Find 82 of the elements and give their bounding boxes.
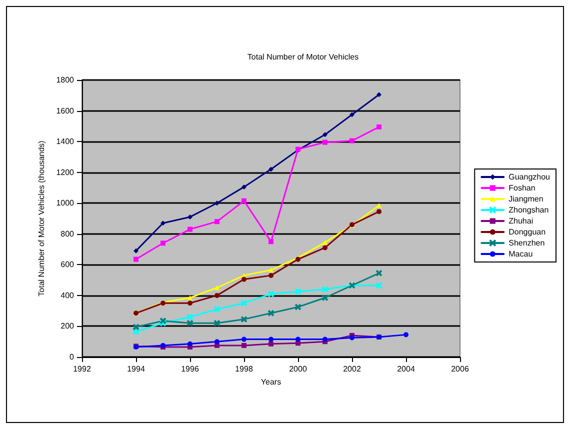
point [186, 320, 194, 327]
point [188, 214, 192, 220]
point [242, 336, 246, 342]
point [268, 336, 274, 342]
x-tick-label: 2006 [451, 364, 470, 374]
point [214, 339, 220, 344]
point [214, 292, 220, 298]
point [186, 313, 194, 320]
point [214, 306, 220, 313]
point [160, 240, 166, 246]
point [322, 294, 328, 302]
legend-label: Jiangmen [508, 194, 544, 204]
point [296, 336, 300, 342]
legend-label: Guangzhou [508, 172, 550, 182]
y-tick-label: 1600 [56, 106, 75, 116]
point [160, 220, 166, 226]
point [134, 248, 138, 254]
x-tick-label: 2000 [289, 364, 308, 374]
point [240, 300, 248, 307]
point [268, 268, 274, 273]
y-tick-label: 200 [60, 322, 75, 331]
point [268, 272, 274, 278]
y-tick-label: 1200 [56, 168, 75, 177]
point [214, 200, 220, 206]
point [404, 332, 408, 338]
legend-label: Zhongshan [508, 206, 549, 214]
y-tick-label: 600 [60, 260, 75, 270]
y-tick-label: 400 [60, 290, 75, 300]
point [294, 288, 302, 296]
legend-label: Shenzhen [508, 238, 545, 248]
point [322, 336, 328, 342]
y-tick-label: 800 [60, 229, 75, 238]
point [350, 138, 354, 144]
point [268, 166, 274, 172]
x-axis-title: Years [260, 377, 282, 386]
point [188, 295, 192, 300]
y-tick-label: 1400 [56, 137, 75, 146]
point [214, 285, 220, 290]
point [240, 316, 248, 323]
point [376, 202, 382, 208]
point [268, 310, 274, 317]
point [242, 276, 246, 282]
point [376, 92, 382, 98]
y-tick-label: 1000 [56, 198, 75, 208]
legend-label: Zhuhai [508, 216, 534, 226]
point [268, 290, 274, 298]
point [322, 245, 328, 250]
point [160, 320, 166, 327]
point [294, 303, 302, 310]
point [268, 239, 274, 244]
chart-title: Total Number of Motor Vehicles [247, 52, 359, 62]
x-tick-label: 1998 [235, 364, 254, 374]
x-tick-label: 1994 [127, 364, 146, 374]
point [350, 112, 354, 118]
point [376, 209, 382, 214]
point [376, 124, 382, 130]
y-axis-title: Total Number of Motor Vehicles (thousands) [36, 140, 46, 296]
legend-label: Dongguan [508, 228, 546, 236]
legend-label: Foshan [508, 184, 536, 192]
x-tick-label: 2002 [343, 364, 362, 374]
point [268, 341, 274, 346]
point [242, 342, 246, 348]
point [188, 226, 192, 232]
point [188, 300, 192, 306]
point [242, 184, 246, 190]
point [350, 335, 354, 340]
y-tick-label: 0 [70, 352, 75, 362]
point [322, 140, 328, 145]
point [322, 240, 328, 245]
point [214, 219, 220, 224]
point [134, 256, 138, 262]
point [322, 132, 328, 138]
point [322, 286, 328, 293]
point [188, 341, 192, 346]
point [160, 317, 166, 324]
y-tick-label: 1800 [56, 76, 75, 84]
x-tick-label: 1992 [73, 364, 92, 374]
legend-label: Macau [508, 250, 533, 258]
point [214, 320, 220, 327]
x-tick-label: 2004 [397, 364, 416, 374]
x-tick-label: 1996 [181, 364, 200, 374]
point [242, 198, 246, 204]
